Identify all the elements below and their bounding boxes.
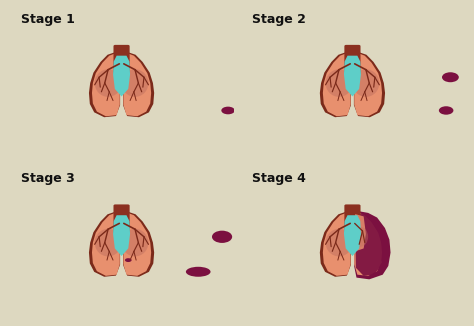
Polygon shape [123, 212, 151, 276]
Polygon shape [355, 214, 366, 251]
Ellipse shape [186, 267, 210, 277]
Polygon shape [113, 56, 130, 96]
Polygon shape [320, 52, 351, 117]
FancyBboxPatch shape [345, 204, 361, 234]
Polygon shape [323, 212, 351, 276]
Text: Stage 4: Stage 4 [252, 172, 305, 185]
Ellipse shape [326, 229, 353, 257]
Polygon shape [323, 52, 351, 116]
Polygon shape [354, 52, 382, 116]
Ellipse shape [125, 258, 132, 262]
Ellipse shape [121, 229, 148, 257]
Polygon shape [89, 211, 120, 277]
FancyBboxPatch shape [113, 45, 129, 75]
Ellipse shape [439, 106, 454, 115]
Polygon shape [89, 52, 120, 117]
Ellipse shape [95, 229, 121, 257]
Polygon shape [344, 56, 361, 96]
Ellipse shape [442, 72, 459, 82]
Polygon shape [92, 212, 120, 276]
Polygon shape [113, 215, 130, 256]
Ellipse shape [121, 69, 148, 97]
Ellipse shape [353, 69, 379, 97]
Polygon shape [123, 52, 154, 117]
Polygon shape [354, 52, 385, 117]
Text: Stage 1: Stage 1 [21, 13, 74, 26]
Polygon shape [123, 211, 154, 277]
Text: Stage 2: Stage 2 [252, 13, 305, 26]
Ellipse shape [221, 107, 235, 114]
Polygon shape [355, 214, 383, 276]
Text: Stage 3: Stage 3 [21, 172, 74, 185]
Polygon shape [354, 211, 391, 279]
Ellipse shape [326, 69, 353, 97]
Ellipse shape [212, 231, 232, 243]
Polygon shape [320, 211, 351, 277]
Polygon shape [354, 212, 382, 276]
Polygon shape [344, 215, 361, 256]
Ellipse shape [95, 69, 121, 97]
Ellipse shape [353, 227, 368, 247]
Polygon shape [123, 52, 151, 116]
Polygon shape [92, 52, 120, 116]
FancyBboxPatch shape [345, 45, 361, 75]
FancyBboxPatch shape [113, 204, 129, 234]
